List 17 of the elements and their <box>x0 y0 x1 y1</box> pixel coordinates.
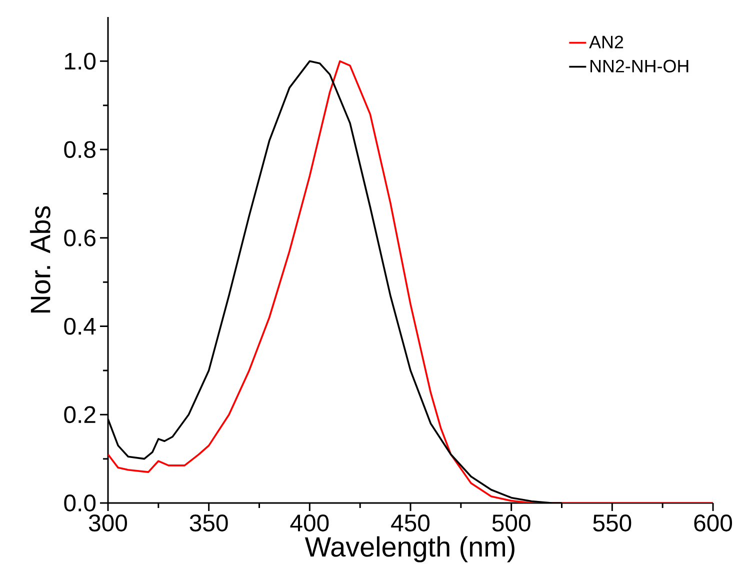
x-tick-label: 600 <box>694 514 732 532</box>
x-tick-label: 300 <box>88 514 127 532</box>
x-tick-label: 400 <box>290 514 329 532</box>
y-tick-label: 0.8 <box>64 141 96 158</box>
y-tick-label: 0.0 <box>64 494 96 512</box>
y-tick-label: 0.6 <box>64 229 96 246</box>
y-tick-label: 0.2 <box>64 406 96 424</box>
legend-label: AN2 <box>589 36 624 48</box>
y-tick-label: 1.0 <box>65 52 96 70</box>
y-axis-title: Nor. Abs <box>30 206 50 312</box>
x-tick-label: 500 <box>492 514 530 532</box>
legend-label: NN2-NH-OH <box>590 60 688 72</box>
x-tick-label: 350 <box>190 514 228 532</box>
y-tick-label: 0.4 <box>64 318 96 335</box>
x-tick-label: 450 <box>391 514 430 532</box>
x-axis-title: Wavelength (nm) <box>304 536 514 562</box>
x-tick-label: 550 <box>593 514 632 532</box>
